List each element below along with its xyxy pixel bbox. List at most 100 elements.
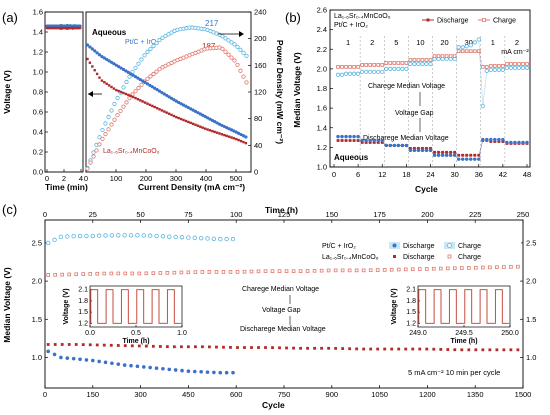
- a-cd-xtick-label: 0: [84, 174, 88, 183]
- c-point: [128, 233, 134, 238]
- b-point: [437, 150, 440, 154]
- power-point-la: [223, 49, 228, 54]
- power-point-la: [106, 127, 111, 132]
- voltage-point-la: [155, 106, 159, 110]
- b-point: [460, 45, 465, 50]
- voltage-point-la: [244, 141, 248, 145]
- voltage-point-la: [239, 139, 243, 143]
- a-ytick-label: 0.8: [33, 88, 43, 97]
- b-point: [448, 56, 453, 62]
- c-point: [228, 270, 233, 274]
- c-ytick-label: 1.5: [32, 315, 42, 324]
- b-legend-charge: Charge: [493, 18, 516, 25]
- b-point: [400, 66, 405, 71]
- b-point: [424, 148, 429, 153]
- c-point: [333, 268, 338, 273]
- b-point: [465, 153, 469, 157]
- voltage-point-la: [148, 103, 152, 107]
- c-point: [313, 346, 316, 350]
- voltage-point-pt: [141, 79, 145, 83]
- power-point-pt: [142, 53, 147, 58]
- voltage-point-la: [119, 90, 123, 94]
- b-rate-label: 20: [440, 38, 448, 47]
- b-point: [468, 43, 473, 48]
- c-point: [160, 234, 166, 239]
- voltage-point-pt: [215, 121, 219, 125]
- b-point: [336, 139, 340, 142]
- b-point: [420, 58, 425, 62]
- panel-a-la-label: La₁.₆Sr₀.₄MnCoO₆: [103, 148, 160, 155]
- voltage-point-pt: [167, 95, 171, 99]
- voltage-point-la: [211, 129, 214, 133]
- c-point: [116, 362, 121, 366]
- c-inset-xtick-label: 0.5: [131, 330, 141, 337]
- c-point: [207, 270, 212, 274]
- c-point: [348, 347, 352, 351]
- b-point: [344, 65, 348, 69]
- b-point: [360, 63, 364, 67]
- b-point: [524, 65, 530, 70]
- b-rate-label: 1: [346, 38, 350, 47]
- c-point: [102, 343, 106, 347]
- c-point: [141, 233, 146, 238]
- voltage-point-pt: [136, 76, 140, 80]
- c-point: [103, 233, 108, 238]
- c-point: [137, 344, 141, 348]
- b-point: [457, 153, 461, 157]
- c-legend-box: [318, 238, 521, 264]
- voltage-point-pt: [88, 45, 92, 49]
- power-point-pt: [112, 101, 117, 107]
- c-point: [341, 347, 345, 350]
- b-xtick-label: 36: [475, 170, 483, 179]
- b-point: [492, 67, 497, 72]
- c-x2tick-label: 0: [43, 210, 47, 219]
- voltage-point-pt: [109, 60, 114, 64]
- c-point: [502, 265, 506, 269]
- voltage-point-la: [191, 122, 195, 126]
- b-legend-discharge: Discharge: [437, 18, 469, 25]
- b-point: [356, 139, 360, 142]
- c-point: [173, 234, 178, 240]
- voltage-point-la: [201, 126, 204, 129]
- c-point: [481, 265, 485, 270]
- b-point: [380, 141, 384, 144]
- c-point: [186, 270, 191, 275]
- voltage-point-la: [103, 81, 106, 84]
- voltage-point-pt: [131, 73, 135, 77]
- power-point-la: [121, 104, 126, 109]
- voltage-point-la: [187, 120, 190, 124]
- panel-b-aqueous-label: Aqueous: [334, 153, 369, 162]
- c-point: [95, 343, 99, 347]
- voltage-point-la: [206, 128, 209, 131]
- power-point-pt: [109, 108, 114, 113]
- c-point: [161, 366, 165, 371]
- b-point: [464, 49, 469, 54]
- voltage-point-pt: [232, 129, 236, 133]
- voltage-point-pt: [153, 86, 157, 90]
- b-point: [516, 65, 522, 70]
- c-x2tick-label: 125: [278, 210, 291, 219]
- voltage-point-pt: [239, 132, 243, 137]
- panel-c-cycling-plot: Cycle Time (h) Median Voltage (V) Chareg…: [2, 205, 536, 410]
- b-point: [408, 61, 413, 67]
- c-xtick-label: 1350: [467, 390, 484, 399]
- power-point-la: [157, 67, 162, 72]
- b-point: [396, 66, 401, 71]
- c-point: [306, 346, 309, 350]
- voltage-point-pt: [95, 51, 99, 55]
- b-point: [424, 58, 429, 62]
- c-point: [347, 268, 352, 273]
- c-point: [151, 344, 155, 348]
- c-point: [154, 366, 159, 370]
- voltage-point-la: [98, 76, 101, 79]
- voltage-point-la: [213, 130, 216, 134]
- c-point: [90, 233, 95, 239]
- b-point: [356, 134, 360, 139]
- c-point: [95, 271, 100, 276]
- c-inset-ytick-label: 1.2: [406, 320, 416, 327]
- peak-power-la: 187: [202, 42, 216, 51]
- c-point: [305, 269, 310, 273]
- voltage-point-pt: [172, 98, 176, 102]
- a-y2tick-label: 0: [254, 168, 258, 177]
- voltage-point-pt: [229, 128, 234, 132]
